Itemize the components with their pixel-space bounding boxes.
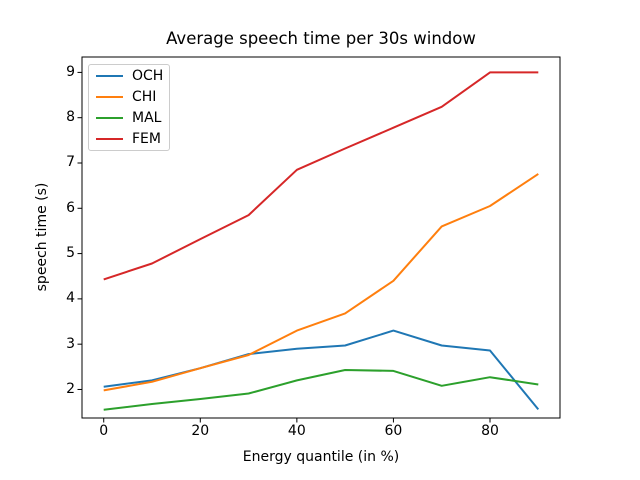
legend-entry-OCH: OCH <box>89 66 169 87</box>
y-tick-label: 6 <box>66 199 75 216</box>
x-tick-label: 80 <box>481 423 499 439</box>
x-axis-label: Energy quantile (in %) <box>242 449 400 465</box>
legend-label: FEM <box>132 131 161 147</box>
legend-entry-CHI: CHI <box>89 87 169 108</box>
x-tick-label: 0 <box>99 423 109 439</box>
legend-line-sample <box>96 75 123 77</box>
x-tick-label: 20 <box>191 423 210 439</box>
chart-title: Average speech time per 30s window <box>166 29 476 48</box>
y-tick-label: 9 <box>66 63 75 80</box>
x-tick-label: 40 <box>287 423 306 439</box>
legend: OCH CHI MAL FEM <box>88 64 170 151</box>
line-FEM <box>103 71 539 281</box>
y-tick-label: 5 <box>66 245 75 262</box>
legend-label: CHI <box>132 89 157 105</box>
y-axis-label: speech time (s) <box>34 182 50 292</box>
y-tick-label: 4 <box>66 290 75 307</box>
y-tick-label: 3 <box>66 335 75 352</box>
legend-line-sample <box>96 117 123 119</box>
legend-entry-FEM: FEM <box>89 129 169 150</box>
y-tick-label: 2 <box>66 380 75 397</box>
line-OCH <box>103 329 540 411</box>
line-MAL <box>103 369 539 411</box>
y-tick-label: 7 <box>66 154 75 171</box>
legend-line-sample <box>96 96 123 98</box>
legend-entry-MAL: MAL <box>89 108 169 129</box>
legend-line-sample <box>96 138 123 140</box>
line-CHI <box>103 173 539 392</box>
axes-spines <box>81 56 561 419</box>
y-tick-label: 8 <box>66 109 75 126</box>
x-tick-label: 60 <box>384 423 403 439</box>
legend-label: OCH <box>132 68 164 84</box>
legend-label: MAL <box>132 110 162 126</box>
